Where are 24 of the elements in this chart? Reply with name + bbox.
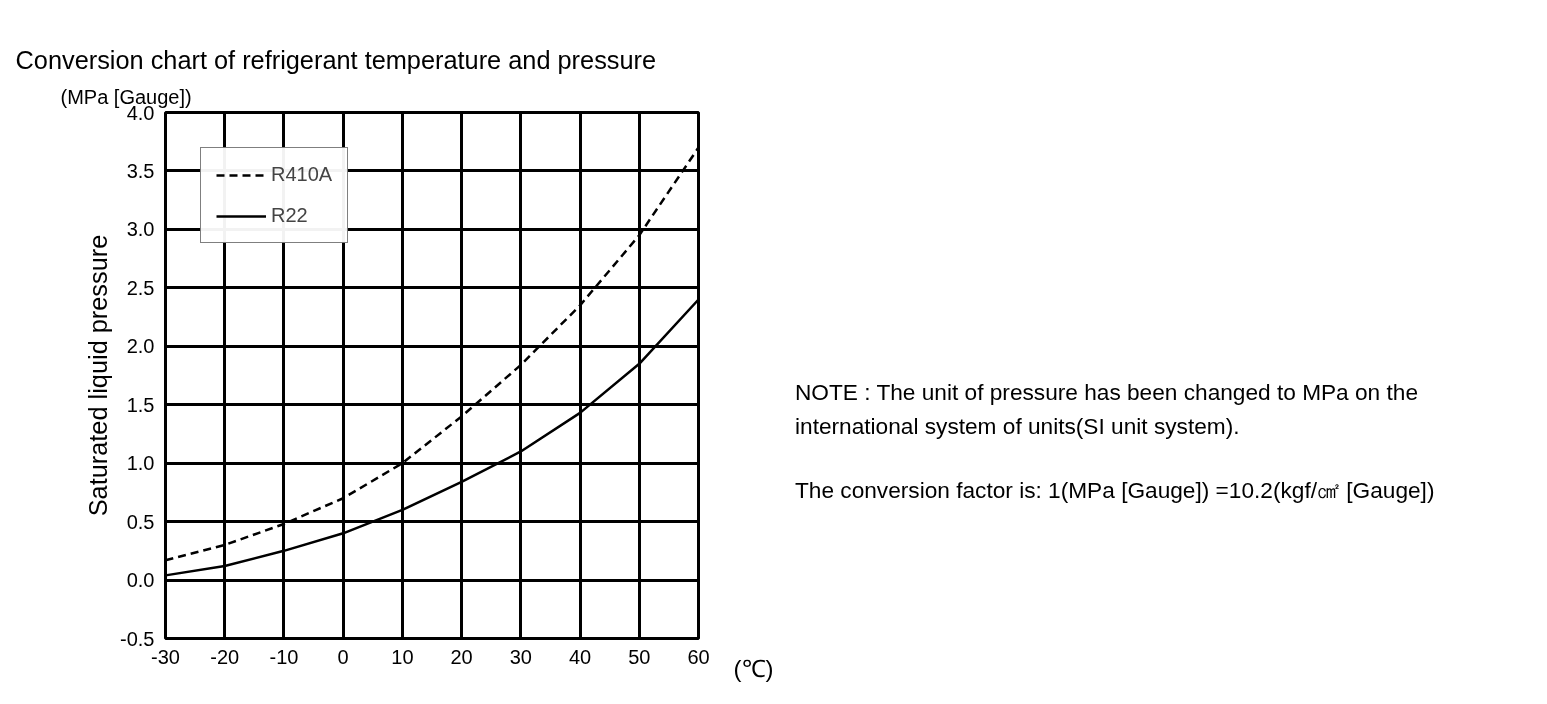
x-tick-label: 10 bbox=[391, 645, 414, 668]
x-tick-label: -20 bbox=[210, 645, 240, 668]
y-tick-label: 3.5 bbox=[126, 159, 155, 182]
y-tick-label: 2.5 bbox=[126, 276, 155, 299]
x-tick-label: -10 bbox=[269, 645, 299, 668]
x-tick-label: 30 bbox=[509, 645, 532, 668]
x-tick-label: 20 bbox=[450, 645, 473, 668]
y-tick-label: 3.0 bbox=[126, 218, 155, 241]
text: NOTE : The unit of pressure has been changed to MPa on the international system of units(SI unit system). bbox=[795, 378, 1419, 441]
y-tick-label: 0.5 bbox=[126, 510, 155, 533]
y-tick-label: 2.0 bbox=[126, 335, 155, 358]
legend-label: R22 bbox=[271, 204, 308, 227]
y-tick-label: 1.0 bbox=[126, 452, 155, 475]
x-tick-label: 60 bbox=[687, 645, 710, 668]
legend-label: R410A bbox=[271, 163, 333, 186]
x-tick-label: 40 bbox=[568, 645, 592, 668]
y-axis-title: Saturated liquid pressure bbox=[84, 234, 113, 517]
y-tick-label: 0.0 bbox=[126, 569, 155, 592]
chart-title: Conversion chart of refrigerant temperature and pressure bbox=[15, 45, 657, 74]
x-axis-title: (℃) bbox=[733, 654, 774, 682]
x-tick-label: 50 bbox=[628, 645, 651, 668]
x-tick-label: 0 bbox=[337, 645, 349, 668]
text: The conversion factor is: 1(MPa [Gauge]) =10.2(kgf/㎠ [Gauge]) bbox=[795, 476, 1436, 505]
y-tick-label: 1.5 bbox=[126, 393, 155, 416]
